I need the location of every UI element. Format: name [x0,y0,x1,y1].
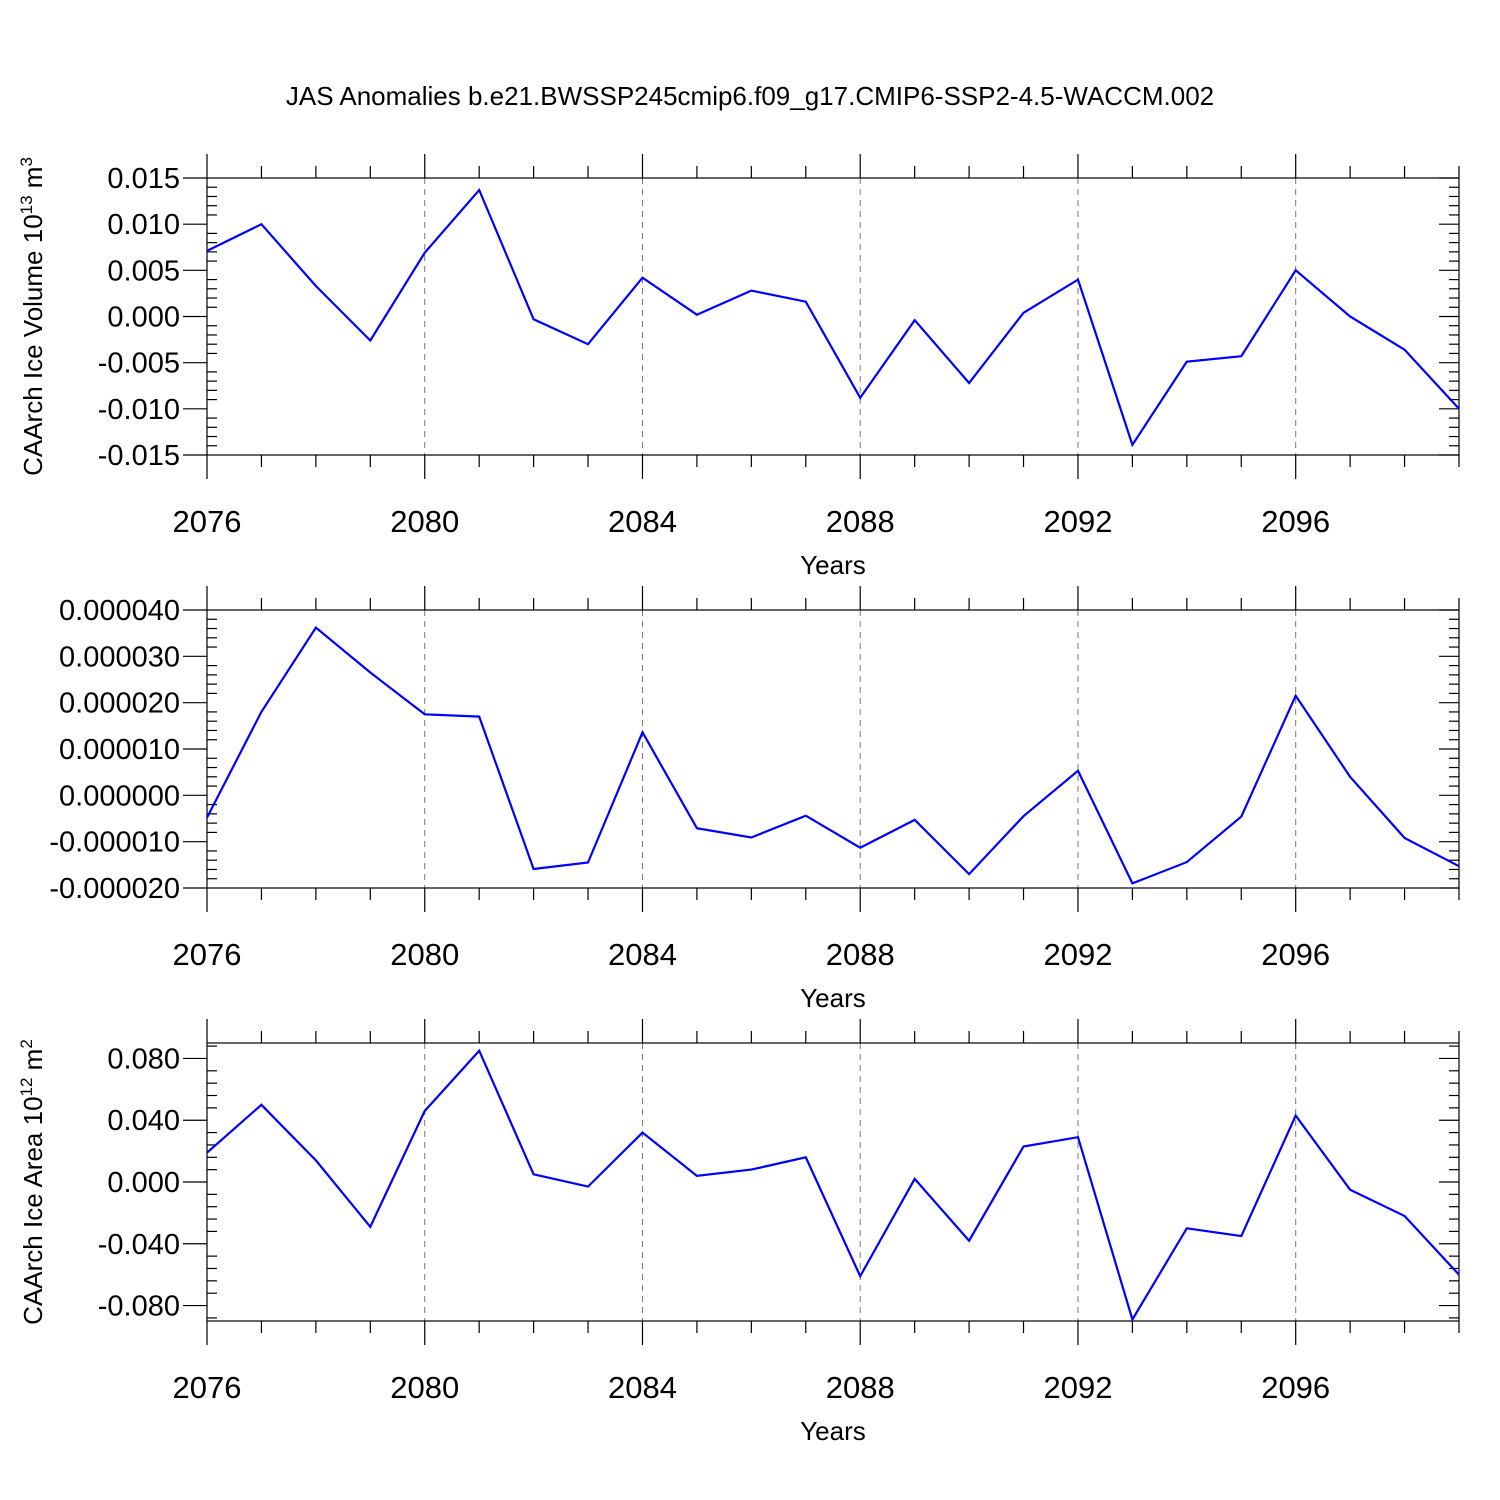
x-tick-label: 2076 [173,1370,242,1405]
y-axis-label: CAArch Ice Volume 1013 m3 [17,157,48,476]
y-axis-label: CAArch Ice Area 1012 m2 [17,1039,48,1325]
x-tick-label: 2080 [390,504,459,539]
y-tick-label: 0.000020 [59,688,180,720]
panel-3: 2076 2080 2084 2088 2092 2096 Years 0.080 0.040 0… [17,1019,1460,1446]
series-line [206,1048,1460,1323]
x-tick-label: 2084 [608,937,677,972]
x-tick-label: 2088 [826,1370,895,1405]
x-tick-label: 2076 [173,937,242,972]
plot-frame [206,177,1460,456]
y-tick-label: 0.000040 [59,595,180,627]
x-tick-label: 2084 [608,504,677,539]
x-tick-label: 2080 [390,1370,459,1405]
x-axis-label: Years [800,983,866,1013]
x-tick-label: 2096 [1261,937,1330,972]
y-tick-label: 0.005 [107,255,180,287]
y-tick-label: 0.080 [107,1043,180,1075]
x-axis-label: Years [800,1416,866,1446]
x-tick-label: 2096 [1261,504,1330,539]
y-tick-label: 0.000 [107,1167,180,1199]
x-tick-label: 2076 [173,504,242,539]
panel-1: 2076 2080 2084 2088 2092 2096 Years 0.015 0.010 0… [17,154,1460,580]
x-tick-label: 2092 [1043,504,1112,539]
panel-2: 2076 2080 2084 2088 2092 2096 Years 0.000040 0.0… [49,586,1460,1013]
plot-frame [206,1042,1460,1322]
series-line [206,187,1460,448]
x-tick-label: 2092 [1043,937,1112,972]
x-tick-label: 2084 [608,1370,677,1405]
x-tick-label: 2092 [1043,1370,1112,1405]
series-line [206,625,1460,885]
x-axis-label: Years [800,550,866,580]
y-tick-label: 0.010 [107,209,180,241]
chart-title: JAS Anomalies b.e21.BWSSP245cmip6.f09_g1… [286,81,1214,111]
y-tick-label: 0.000 [107,302,180,334]
x-tick-label: 2096 [1261,1370,1330,1405]
y-tick-label: -0.080 [98,1291,180,1323]
y-tick-label: -0.015 [98,440,180,472]
y-tick-label: 0.000000 [59,780,180,812]
panels: 2076 2080 2084 2088 2092 2096 Years 0.015 0.010 0… [17,154,1460,1446]
x-tick-label: 2088 [826,937,895,972]
y-tick-label: 0.015 [107,163,180,195]
x-tick-label: 2080 [390,937,459,972]
y-tick-label: -0.000020 [49,873,180,905]
y-tick-label: -0.005 [98,348,180,380]
y-tick-label: -0.000010 [49,827,180,859]
y-tick-label: 0.000010 [59,734,180,766]
x-tick-label: 2088 [826,504,895,539]
y-tick-label: -0.010 [98,394,180,426]
y-tick-label: 0.040 [107,1105,180,1137]
y-tick-label: 0.000030 [59,641,180,673]
y-tick-label: -0.040 [98,1229,180,1261]
